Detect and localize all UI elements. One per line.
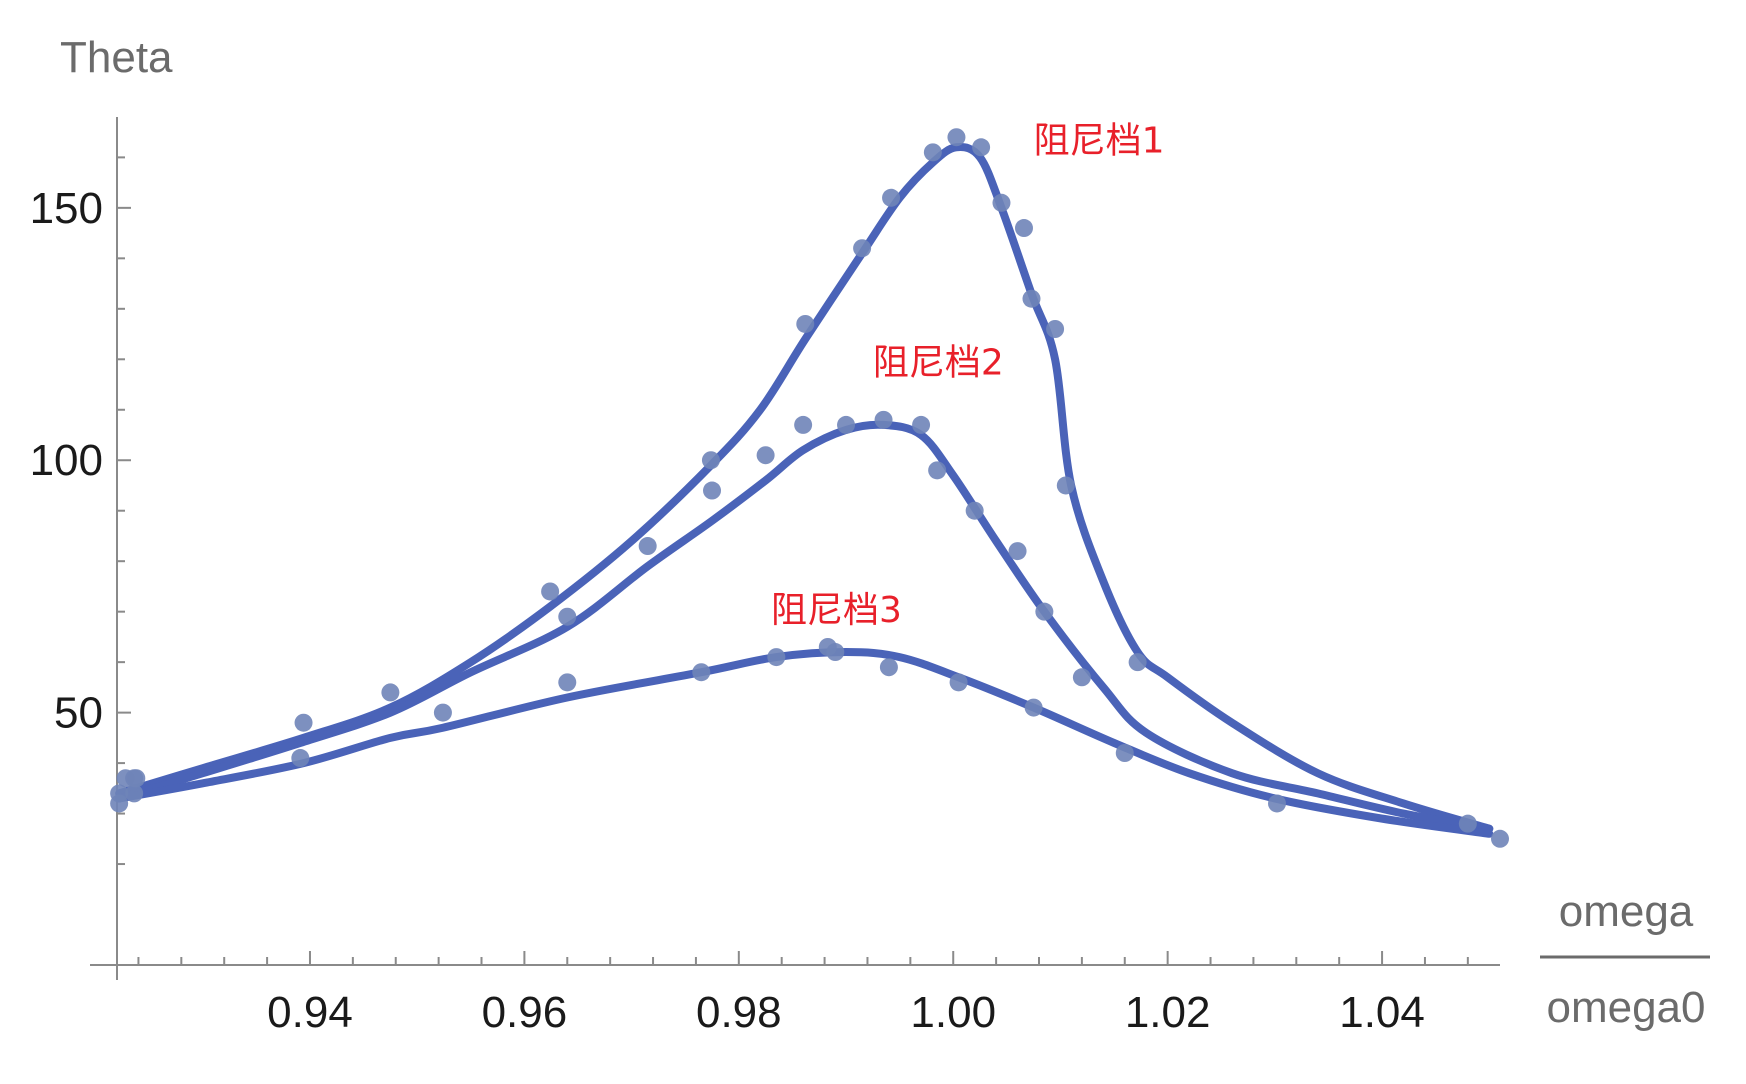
data-point [110,784,129,803]
series-points [110,128,1509,848]
data-point [291,749,310,768]
y-axis-title: Theta [60,33,173,82]
y-tick-label: 100 [30,436,103,485]
data-point [692,663,711,682]
x-tick-label: 0.98 [696,988,782,1037]
data-point [294,713,313,732]
x-tick-label: 1.02 [1125,988,1211,1037]
data-point [558,607,577,626]
data-point [125,769,144,788]
data-point [992,193,1011,212]
data-point [1128,653,1147,672]
data-point [1268,794,1287,813]
data-point [949,673,968,692]
x-tick-label: 1.04 [1339,988,1425,1037]
data-point [837,415,856,434]
series-label-1: 阻尼档1 [1034,120,1165,161]
data-point [947,128,966,147]
data-point [874,410,893,429]
data-point [972,138,991,157]
data-point [796,314,815,333]
x-tick-label: 0.96 [482,988,568,1037]
data-point [1022,289,1041,308]
data-point [558,673,577,692]
data-point [853,239,872,258]
series-labels: 阻尼档1 阻尼档2 阻尼档3 [771,120,1165,630]
data-point [433,703,452,722]
data-point [794,415,813,434]
data-point [1024,698,1043,717]
series-line-1 [115,143,1494,833]
data-point [1046,320,1065,338]
data-point [1035,602,1054,621]
data-point [1115,744,1134,762]
data-point [541,582,560,601]
data-point [767,648,786,667]
series-lines [115,143,1494,838]
data-point [1056,476,1075,495]
data-point [1458,814,1477,833]
x-ticks: 0.94 0.96 0.98 1.00 1.02 1.04 [137,951,1469,1037]
data-point [1491,829,1509,848]
series-label-2: 阻尼档2 [873,342,1004,383]
x-axis-title-numerator: omega [1559,887,1694,936]
x-tick-label: 0.94 [267,988,353,1037]
series-label-3: 阻尼档3 [771,590,902,631]
x-axis-title-denominator: omega0 [1546,983,1705,1032]
data-point [965,501,984,520]
data-point [1014,219,1033,238]
data-point [1008,542,1027,561]
axes [90,117,1500,980]
data-point [1072,668,1091,687]
y-ticks: 50 100 150 [30,156,131,866]
data-point [879,658,898,677]
data-point [381,683,400,702]
data-point [912,415,931,434]
y-tick-label: 50 [54,689,103,738]
data-point [756,446,775,465]
data-point [701,451,720,470]
data-point [928,461,947,480]
data-point [882,188,901,207]
data-point [125,784,144,803]
data-point [703,481,722,500]
x-tick-label: 1.00 [910,988,996,1037]
series-line-2 [115,420,1494,833]
data-point [638,537,657,556]
y-tick-label: 150 [30,184,103,233]
data-point [923,143,942,162]
data-point [826,643,845,662]
